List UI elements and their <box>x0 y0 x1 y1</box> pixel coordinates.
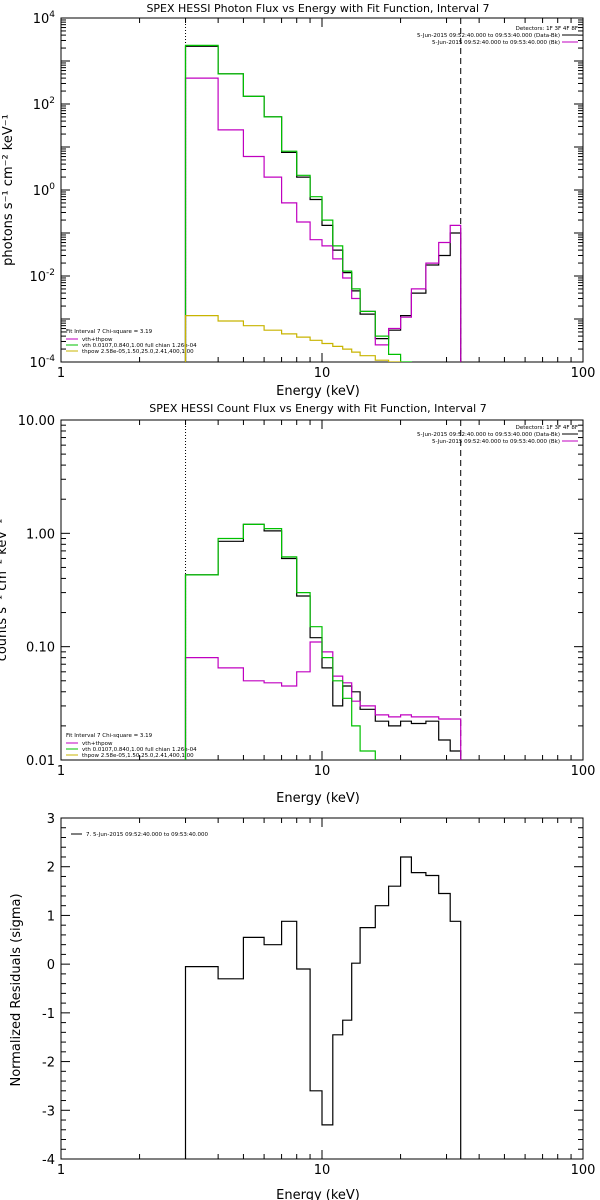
series-line-1 <box>184 77 462 362</box>
fit-info-label: Fit Interval 7 Chi-square = 3.19 <box>66 733 153 739</box>
x-tick-label: 1 <box>57 1163 65 1178</box>
photon-flux-panel: SPEX HESSI Photon Flux vs Energy with Fi… <box>1 2 596 399</box>
y-tick-label: 0 <box>47 958 55 973</box>
residuals-panel: Energy (keV) Normalized Residuals (sigma… <box>9 812 595 1200</box>
panel-title: SPEX HESSI Photon Flux vs Energy with Fi… <box>146 2 489 15</box>
fit-legend-2: vth 0.0107,0.840,1.00 full chian 1.26e-0… <box>82 747 197 753</box>
x-axis-label: Energy (keV) <box>276 791 360 806</box>
y-tick-label: 3 <box>47 812 55 827</box>
fit-legend-2: vth 0.0107,0.840,1.00 full chian 1.26e-0… <box>82 343 197 349</box>
fit-legend-3: thpow 2.58e-05,1.50,25.0,2.41,400,1.00 <box>82 349 194 355</box>
series-line-1 <box>184 641 462 760</box>
x-tick-label: 100 <box>571 764 596 779</box>
series-line-2 <box>184 44 412 362</box>
plot-frame <box>60 419 584 761</box>
y-tick-label: 10-4 <box>29 354 55 371</box>
fit-legend-1: vth+thpow <box>82 337 113 343</box>
plot-frame <box>60 17 584 363</box>
y-tick-label: 0.10 <box>26 641 55 656</box>
y-tick-label: 104 <box>33 10 56 27</box>
fit-legend-3: thpow 2.58e-05,1.50,25.0,2.41,400,1.00 <box>82 753 194 759</box>
legend-bk-label: 5-Jun-2015 09:52:40.000 to 09:53:40.000 … <box>432 439 560 445</box>
y-tick-label: -2 <box>42 1056 55 1071</box>
x-tick-label: 100 <box>571 366 596 381</box>
panel-title: SPEX HESSI Count Flux vs Energy with Fit… <box>149 402 486 415</box>
y-tick-label: -4 <box>42 1153 55 1168</box>
y-axis-label: photons s⁻¹ cm⁻² keV⁻¹ <box>1 114 16 266</box>
count-flux-panel: SPEX HESSI Count Flux vs Energy with Fit… <box>0 402 596 806</box>
detectors-label: Detectors: 1F 3F 4F 8F <box>516 26 578 32</box>
series-line-0 <box>184 45 462 362</box>
detectors-label: Detectors: 1F 3F 4F 8F <box>516 425 578 431</box>
y-axis-label: Normalized Residuals (sigma) <box>9 893 24 1086</box>
y-tick-label: -3 <box>42 1104 55 1119</box>
x-tick-label: 10 <box>314 366 331 381</box>
x-tick-label: 100 <box>571 1163 596 1178</box>
y-axis-label: counts s⁻¹ cm⁻² keV⁻¹ <box>0 519 10 662</box>
residual-legend-label: 7. 5-Jun-2015 09:52:40.000 to 09:53:40.0… <box>86 832 209 838</box>
x-tick-label: 1 <box>57 764 65 779</box>
series-line-2 <box>184 523 376 760</box>
y-tick-label: 100 <box>33 182 56 199</box>
legend-bk-label: 5-Jun-2015 09:52:40.000 to 09:53:40.000 … <box>432 40 560 46</box>
x-axis-label: Energy (keV) <box>276 1188 360 1200</box>
y-tick-label: 1 <box>47 909 55 924</box>
y-tick-label: 1.00 <box>26 527 55 542</box>
y-tick-label: 2 <box>47 861 55 876</box>
y-tick-label: 0.01 <box>26 754 55 769</box>
legend-data-bk-label: 5-Jun-2015 09:52:40.000 to 09:53:40.000 … <box>417 432 560 438</box>
x-axis-label: Energy (keV) <box>276 384 360 399</box>
y-tick-label: 10-2 <box>29 268 55 285</box>
y-tick-label: -1 <box>42 1007 55 1022</box>
fit-info-label: Fit Interval 7 Chi-square = 3.19 <box>66 329 153 335</box>
series-line-0 <box>184 856 462 1159</box>
y-tick-label: 102 <box>33 96 55 113</box>
legend-data-bk-label: 5-Jun-2015 09:52:40.000 to 09:53:40.000 … <box>417 33 560 39</box>
x-tick-label: 10 <box>314 1163 331 1178</box>
x-tick-label: 1 <box>57 366 65 381</box>
x-tick-label: 10 <box>314 764 331 779</box>
fit-legend-1: vth+thpow <box>82 741 113 747</box>
series-line-3 <box>184 315 402 362</box>
y-tick-label: 10.00 <box>18 414 55 429</box>
